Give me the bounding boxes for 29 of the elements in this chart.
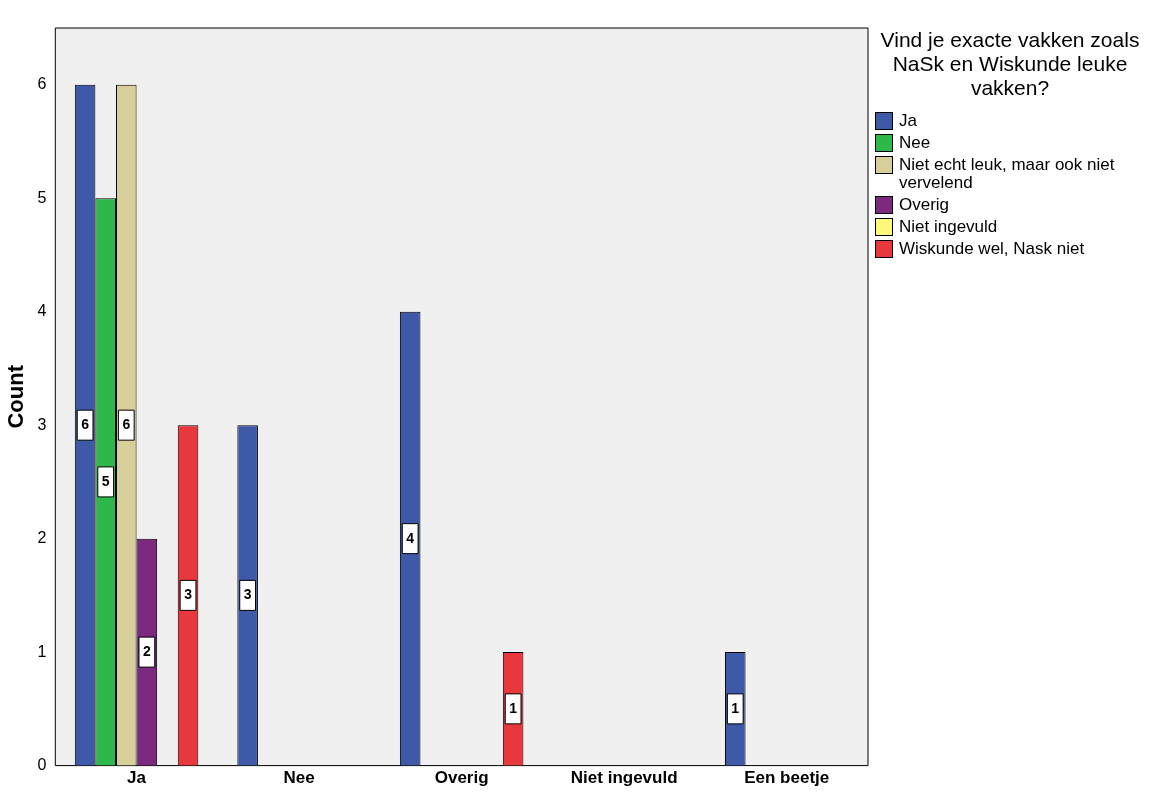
data-label: 6 [122, 416, 131, 433]
y-tick-label: 0 [37, 756, 47, 774]
legend-label: Wiskunde wel, Nask niet [899, 239, 1085, 258]
x-tick-label: Een beetje [744, 768, 830, 788]
data-label: 4 [406, 529, 415, 546]
y-axis-title: Count [3, 364, 29, 429]
data-label: 1 [509, 699, 518, 716]
y-tick-label: 5 [37, 188, 47, 206]
data-label: 3 [243, 586, 252, 603]
x-tick-label: Nee [283, 768, 315, 788]
x-tick-label: Niet ingevuld [570, 768, 678, 788]
legend-label: Overig [899, 195, 950, 214]
x-tick-label: Overig [434, 768, 489, 788]
legend-label: Nee [899, 133, 931, 152]
x-tick-label: Ja [127, 768, 147, 788]
y-tick-label: 2 [37, 529, 47, 547]
data-label: 6 [81, 416, 90, 433]
data-label: 1 [731, 699, 740, 716]
data-label: 3 [184, 586, 193, 603]
y-tick-label: 6 [37, 75, 47, 93]
legend-label: Niet ingevuld [899, 217, 998, 236]
legend-label: Niet echt leuk, maar ook niet vervelend [899, 155, 1116, 192]
data-label: 2 [142, 642, 151, 659]
legend-label: Ja [899, 111, 917, 130]
y-tick-label: 4 [37, 302, 47, 320]
legend-title: Vind je exacte vakken zoals NaSk en Wiskunde leuke vakken? [879, 28, 1141, 100]
y-tick-label: 3 [37, 415, 47, 433]
data-label: 5 [101, 472, 110, 489]
y-tick-label: 1 [37, 642, 47, 660]
